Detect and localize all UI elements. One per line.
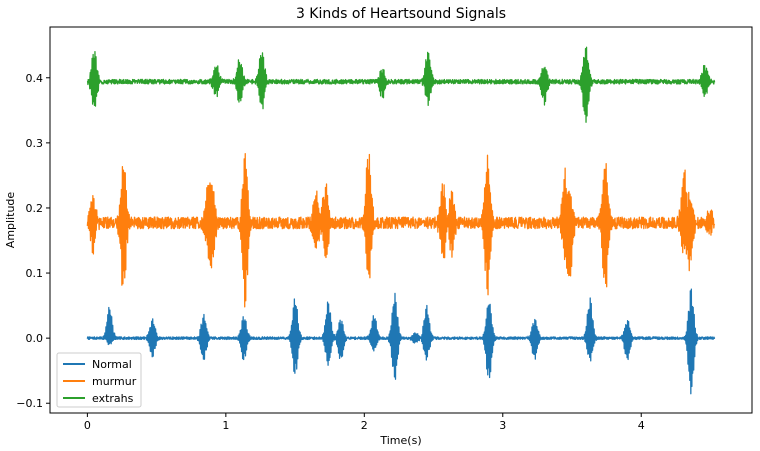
x-axis-label: Time(s) [379, 434, 421, 447]
series-layer [86, 46, 716, 395]
legend: Normal murmur extrahs [56, 352, 142, 408]
series-line-normal [86, 288, 716, 395]
x-tick-label: 1 [222, 419, 229, 432]
legend-label-extrahs: extrahs [92, 392, 134, 405]
series-line-murmur [86, 153, 716, 308]
legend-label-murmur: murmur [92, 375, 137, 388]
plot-frame [49, 26, 753, 414]
chart-title: 3 Kinds of Heartsound Signals [296, 6, 506, 22]
legend-box [56, 352, 142, 408]
y-axis-label: Amplitude [4, 192, 17, 249]
x-tick-label: 0 [84, 419, 91, 432]
y-tick-label: −0.1 [16, 397, 43, 410]
y-tick-label: 0.4 [26, 72, 44, 85]
y-tick-label: 0.2 [26, 202, 44, 215]
y-tick-label: 0.3 [26, 137, 44, 150]
y-tick-label: 0.1 [26, 267, 44, 280]
tick-layer: 0 1 2 3 4 −0.1 0.0 0.1 0.2 0.3 0.4 [16, 72, 644, 432]
x-tick-label: 4 [638, 419, 645, 432]
x-tick-label: 2 [361, 419, 368, 432]
x-tick-label: 3 [499, 419, 506, 432]
y-tick-label: 0.0 [26, 332, 44, 345]
legend-label-normal: Normal [92, 358, 132, 371]
series-line-extrahs [86, 46, 716, 123]
